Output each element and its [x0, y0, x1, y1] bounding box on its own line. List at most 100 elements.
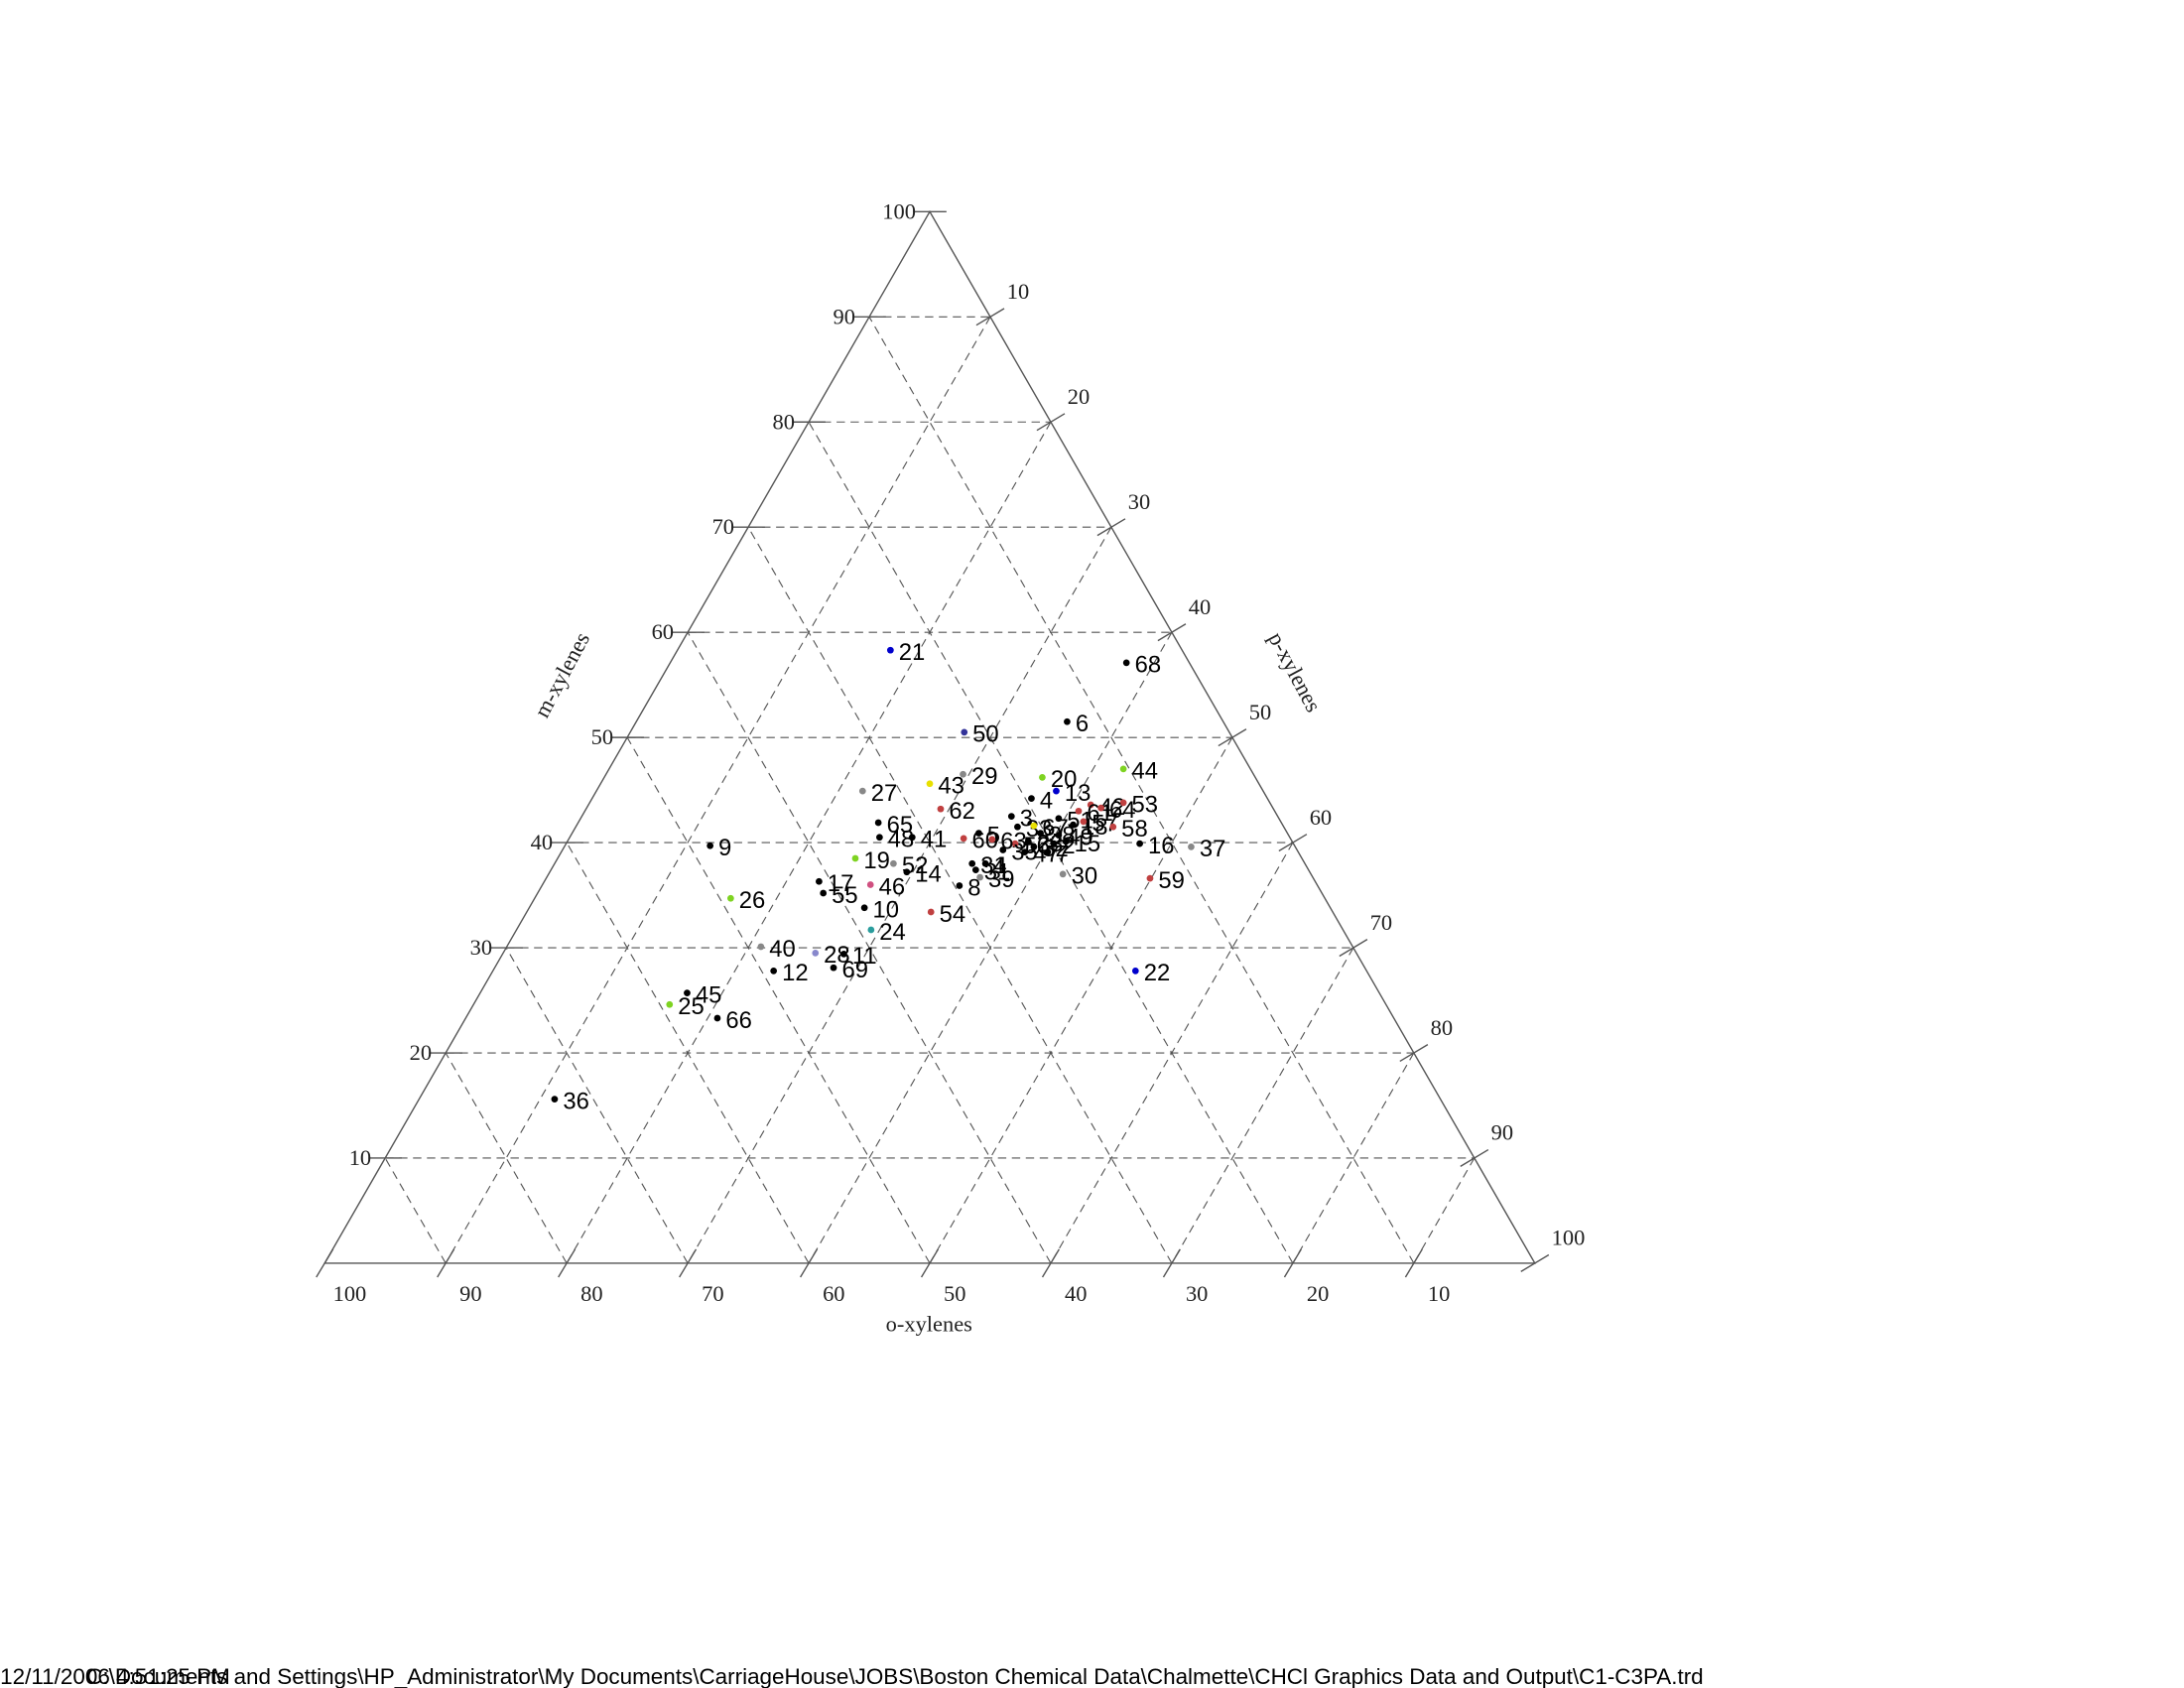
data-point [1146, 874, 1154, 882]
tick-label: 60 [1310, 805, 1332, 830]
point-label: 39 [988, 866, 1015, 893]
data-point [551, 1096, 559, 1104]
data-point [886, 646, 894, 654]
data-point [867, 926, 875, 934]
point-label: 55 [832, 882, 858, 909]
point-label: 38 [1049, 822, 1076, 848]
tick-mark [1162, 1248, 1181, 1278]
data-point [908, 834, 916, 842]
grid-line [566, 421, 1052, 1264]
point-label: 30 [1072, 863, 1098, 890]
tick-mark [1339, 939, 1368, 958]
tick-label: 20 [1068, 384, 1090, 409]
point-label: 37 [1200, 836, 1226, 862]
tick-label: 40 [1065, 1281, 1087, 1306]
data-point [1122, 659, 1130, 667]
grid-line [1292, 1052, 1415, 1264]
point-label: 9 [718, 835, 731, 861]
tick-mark [558, 1248, 577, 1278]
data-point [1119, 765, 1127, 773]
data-point [840, 951, 847, 958]
tick-label: 40 [1189, 594, 1211, 619]
data-point [1050, 840, 1058, 847]
tick-mark [1520, 1253, 1550, 1272]
data-point [876, 834, 883, 842]
tick-label: 30 [1186, 1281, 1208, 1306]
tick-label: 30 [1128, 489, 1150, 514]
point-label: 52 [902, 852, 929, 879]
point-label: 40 [769, 936, 796, 963]
grid-line [445, 317, 991, 1264]
tick-label: 50 [944, 1281, 965, 1306]
data-point [820, 889, 828, 897]
tick-label: 10 [349, 1145, 371, 1170]
grid-line [808, 421, 1294, 1264]
grid-line [445, 1052, 568, 1264]
tick-label: 30 [470, 935, 492, 960]
tick-mark [437, 1248, 455, 1278]
data-point [926, 780, 934, 788]
point-label: 11 [852, 943, 877, 970]
data-point [1011, 840, 1019, 847]
footer-path: C:\Documents and Settings\HP_Administrat… [86, 1664, 1703, 1688]
data-point [988, 836, 996, 844]
point-label: 44 [1132, 758, 1159, 785]
data-point [961, 728, 968, 736]
data-point [770, 968, 778, 974]
tick-label: 60 [652, 619, 674, 644]
tick-label: 80 [580, 1281, 602, 1306]
data-point [812, 949, 820, 957]
tick-mark [1404, 1248, 1423, 1278]
tick-mark [800, 1248, 819, 1278]
point-label: 50 [972, 721, 999, 748]
data-point [1059, 870, 1067, 878]
data-point [858, 787, 866, 795]
data-point [1119, 799, 1127, 807]
grid-line [384, 1157, 447, 1264]
tick-mark [316, 1248, 334, 1278]
point-label: 67 [1042, 815, 1069, 842]
tick-label: 100 [1552, 1226, 1586, 1250]
tick-mark [975, 308, 1005, 326]
tick-mark [679, 1248, 698, 1278]
grid-line [1171, 947, 1354, 1264]
data-point [1080, 818, 1088, 826]
data-point [874, 819, 882, 827]
p-axis-title: p-xylenes [1263, 628, 1326, 716]
tick-mark [1278, 834, 1308, 852]
point-label: 32 [1042, 836, 1069, 862]
tick-label: 60 [823, 1281, 844, 1306]
point-label: 16 [1148, 833, 1175, 859]
point-label: 69 [841, 957, 868, 983]
tick-label: 20 [1307, 1281, 1329, 1306]
data-point [960, 770, 966, 778]
point-label: 12 [782, 960, 809, 986]
point-label: 53 [1132, 792, 1159, 819]
point-label: 14 [915, 861, 942, 888]
data-point [860, 904, 868, 912]
footer-date: 12/11/2006 4:51:25 PM [0, 1664, 230, 1688]
point-label: 4 [1040, 787, 1053, 814]
data-point [851, 854, 859, 862]
grid-line [1413, 1157, 1476, 1264]
tick-mark [1096, 518, 1126, 537]
point-label: 25 [678, 993, 705, 1020]
data-point [937, 805, 945, 813]
data-point [727, 894, 734, 902]
point-label: 49 [1067, 825, 1093, 851]
point-label: 1 [994, 852, 1007, 879]
tick-label: 90 [459, 1281, 481, 1306]
data-point [1025, 838, 1032, 845]
point-label: 59 [1158, 867, 1185, 894]
point-label: 29 [971, 763, 998, 790]
point-label: 13 [1065, 780, 1092, 807]
point-label: 66 [725, 1007, 752, 1034]
point-label: 46 [879, 873, 906, 900]
data-point [999, 846, 1007, 853]
grid-line [687, 631, 1052, 1264]
tick-label: 10 [1007, 279, 1029, 304]
data-point [684, 989, 691, 996]
point-label: 43 [938, 773, 964, 800]
data-point [757, 943, 765, 951]
data-point [971, 866, 979, 874]
